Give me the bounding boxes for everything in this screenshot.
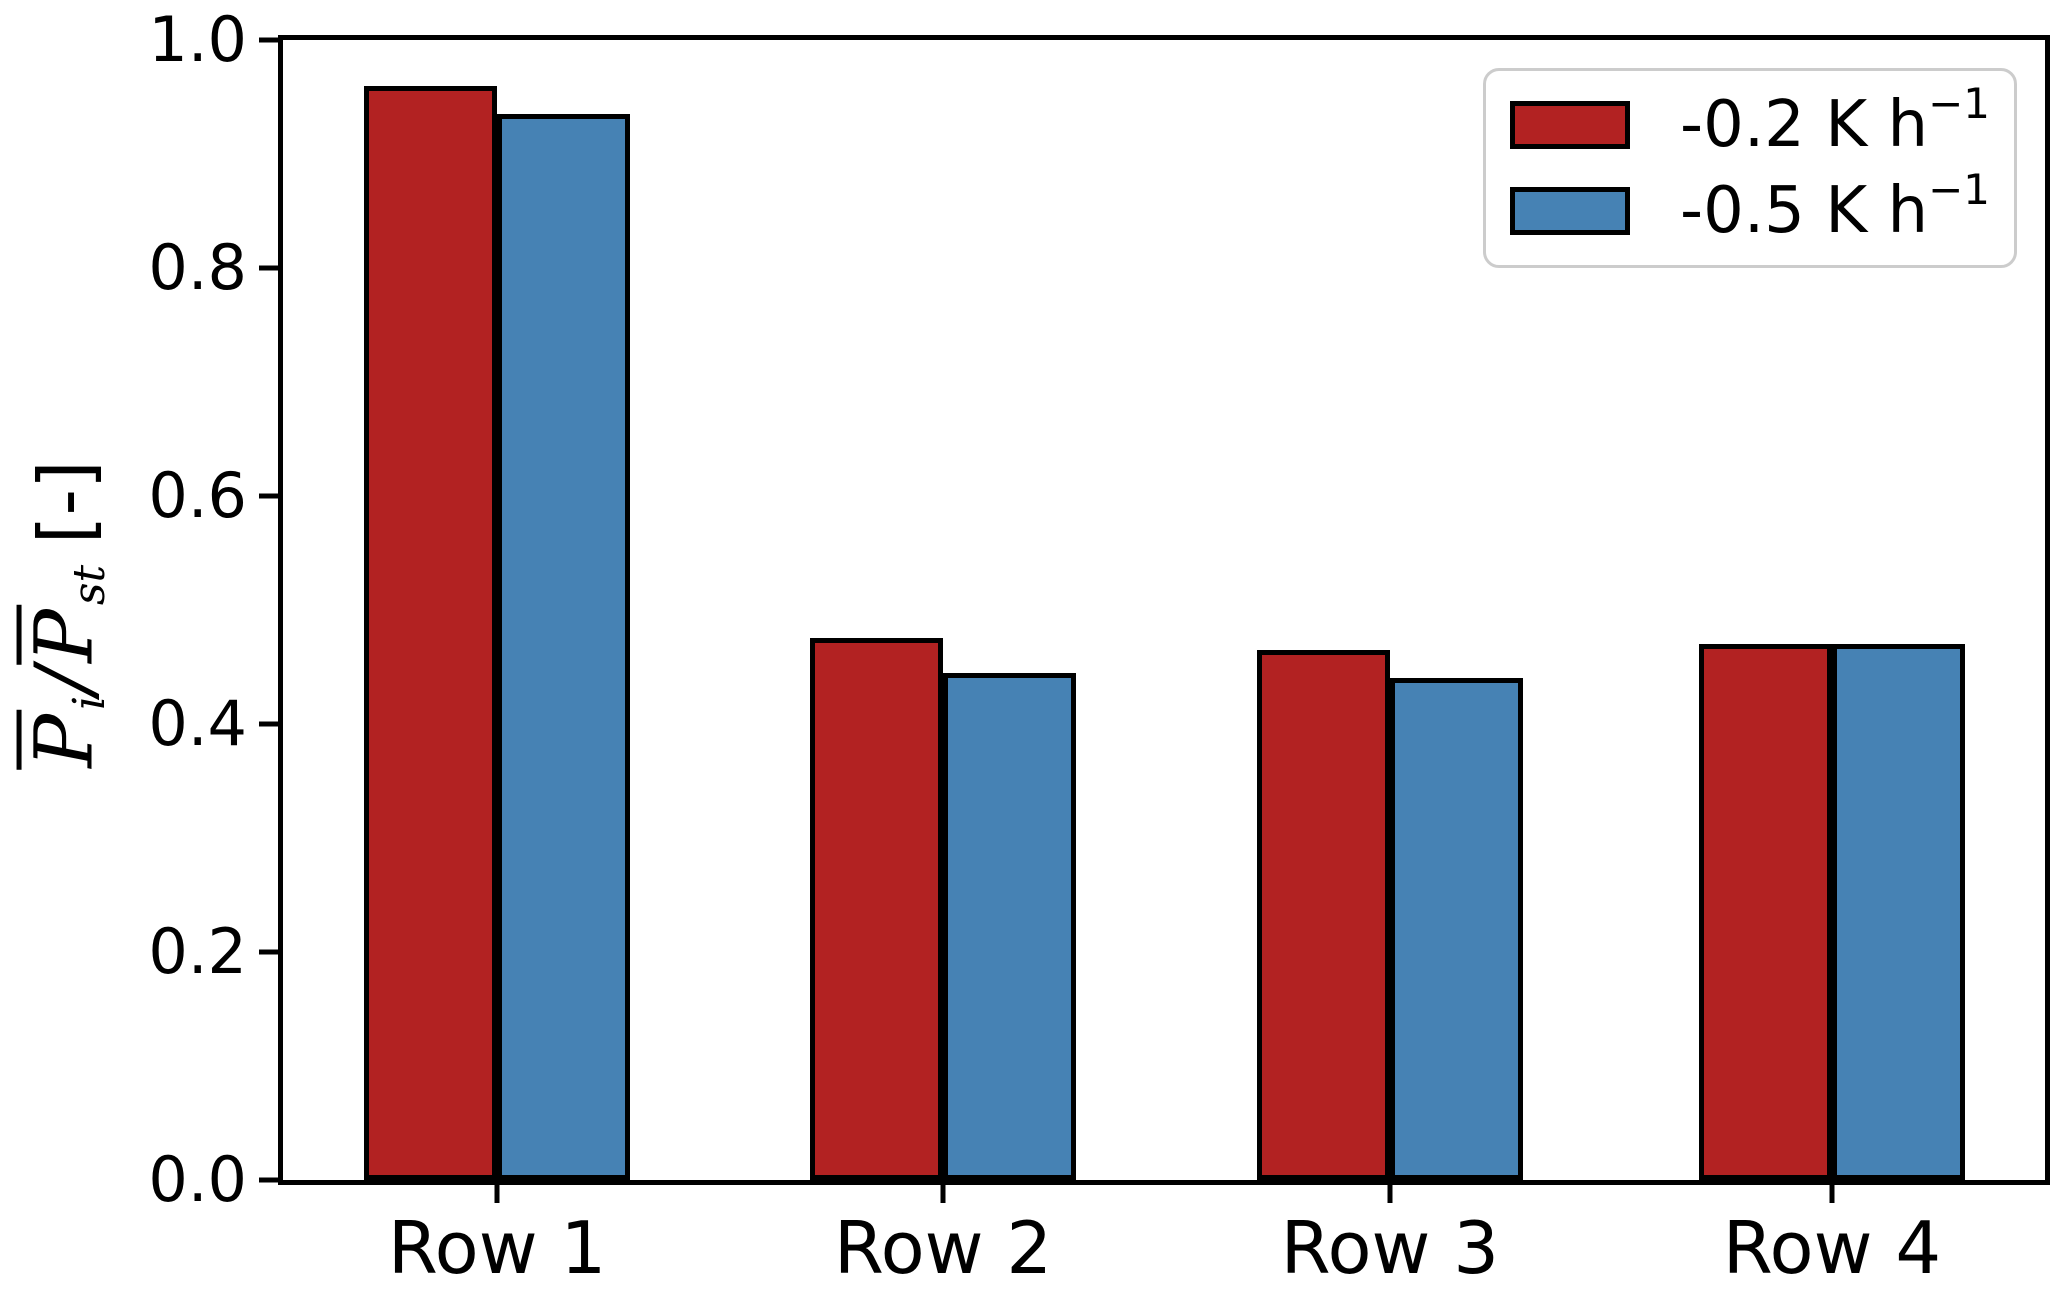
y-tick-label-0.2: 0.2	[148, 915, 247, 988]
legend-swatch-0-5-k-h	[1510, 187, 1630, 235]
y-axis-ticks: 0.0 0.2 0.4 0.6 0.8 1.0	[148, 9, 2045, 1211]
y-axis-label-units: [-]	[24, 460, 110, 545]
y-axis-label-p-bar-i: P	[16, 709, 111, 770]
x-tick-mark-row-4	[1829, 1185, 1835, 1203]
x-tick-label-row-3: Row 3	[1280, 1206, 1500, 1290]
x-tick-label-row-1: Row 1	[387, 1206, 607, 1290]
legend: -0.2 K h−1 -0.5 K h−1	[1483, 68, 2017, 268]
x-tick-label-row-2: Row 2	[833, 1206, 1053, 1290]
bar-row-3-0-2-k-h	[1256, 650, 1390, 1180]
y-tick-mark-0.6	[259, 493, 278, 499]
y-axis-label: Pi/Pst[-]	[16, 460, 116, 770]
bar-row-4-0-2-k-h	[1698, 644, 1832, 1180]
x-tick-mark-row-1	[494, 1185, 500, 1203]
bar-row-2-0-5-k-h	[943, 673, 1077, 1180]
y-tick-mark-0.4	[259, 721, 278, 727]
y-tick-label-0.6: 0.6	[148, 459, 247, 532]
bar-row-2-0-2-k-h	[810, 638, 944, 1180]
y-tick-mark-0.0	[259, 1177, 278, 1183]
plot-area: 0.0 0.2 0.4 0.6 0.8 1.0 Row 1 Row 2 Row 3 Row 4 …	[148, 9, 2050, 1284]
y-tick-label-0.4: 0.4	[148, 687, 247, 760]
bar-row-3-0-5-k-h	[1389, 678, 1523, 1180]
legend-label-exponent: −1	[1928, 79, 1991, 128]
y-axis-label-sub-i: i	[63, 695, 115, 710]
y-tick-mark-1.0	[259, 37, 278, 43]
y-axis-label-slash: /	[17, 666, 111, 694]
y-tick-label-0.8: 0.8	[148, 231, 247, 304]
y-tick-label-1.0: 1.0	[148, 3, 247, 76]
bar-row-1-0-2-k-h	[364, 86, 498, 1180]
x-axis-ticks: Row 1 Row 2 Row 3 Row 4	[283, 40, 2045, 1284]
y-tick-mark-0.2	[259, 949, 278, 955]
x-tick-mark-row-2	[940, 1185, 946, 1203]
x-tick-label-row-4: Row 4	[1722, 1206, 1942, 1290]
legend-label-0-2-k-h: -0.2 K h−1	[1680, 79, 1991, 162]
legend-swatch-0-2-k-h	[1510, 101, 1630, 149]
bar-row-1-0-5-k-h	[497, 114, 631, 1180]
bar-row-4-0-5-k-h	[1831, 644, 1965, 1180]
legend-label-exponent: −1	[1928, 165, 1991, 214]
y-tick-label-0.0: 0.0	[148, 1143, 247, 1216]
y-tick-mark-0.8	[259, 265, 278, 271]
legend-item-0-2-k-h: -0.2 K h−1	[1510, 79, 2014, 162]
bars-layer	[283, 40, 2045, 1180]
x-tick-mark-row-3	[1387, 1185, 1393, 1203]
y-axis-label-p-bar-st: P	[16, 605, 111, 665]
legend-label-0-5-k-h: -0.5 K h−1	[1680, 165, 1991, 248]
y-axis-label-sub-st: st	[63, 564, 115, 606]
legend-item-0-5-k-h: -0.5 K h−1	[1510, 165, 2014, 248]
